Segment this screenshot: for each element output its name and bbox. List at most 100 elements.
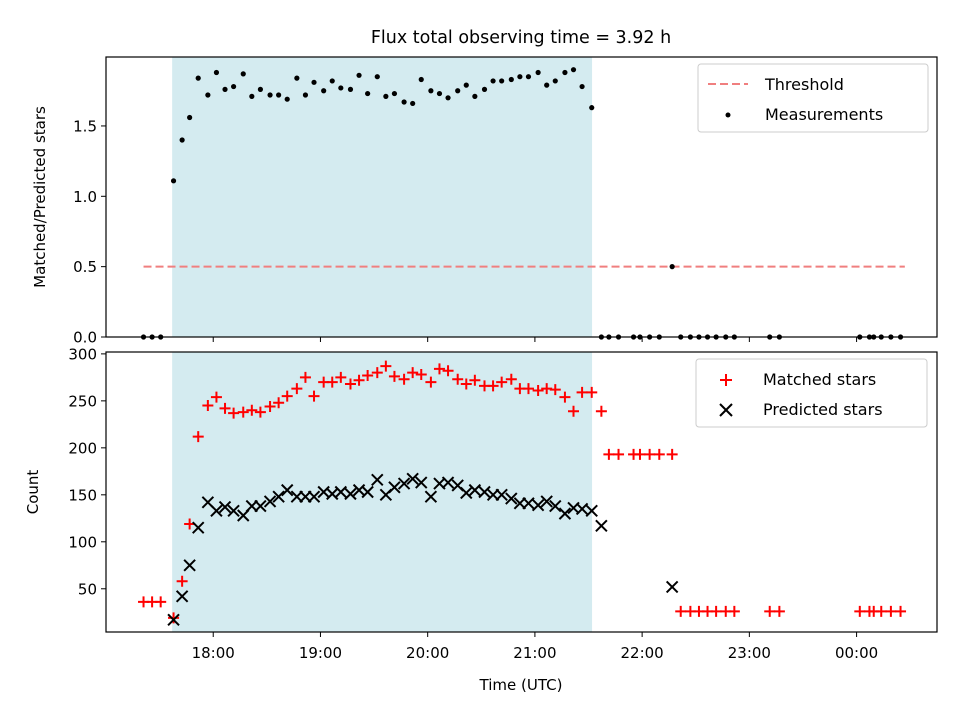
matched-star-point — [281, 390, 293, 402]
matched-star-point — [728, 605, 740, 617]
top-y-tick-label: 0.5 — [73, 258, 97, 276]
predicted-star-point — [495, 488, 508, 502]
predicted-star-point — [665, 580, 679, 594]
matched-star-point — [487, 380, 499, 392]
matched-star-point — [875, 605, 887, 617]
top-legend: Threshold Measurements — [697, 63, 929, 133]
measurement-point — [240, 71, 246, 77]
predicted-star-point — [558, 507, 572, 520]
top-y-tick-label: 1.0 — [73, 188, 97, 206]
predicted-star-point — [549, 499, 562, 513]
predicted-star-point — [595, 519, 608, 533]
matched-star-point — [388, 370, 400, 382]
matched-star-point — [192, 431, 204, 443]
matched-star-point — [452, 373, 464, 385]
matched-star-point — [576, 386, 588, 398]
measurement-point — [257, 86, 264, 92]
predicted-star-point — [397, 477, 411, 490]
matched-star-point — [764, 605, 776, 617]
measurement-point — [170, 178, 177, 184]
predicted-star-point — [388, 481, 401, 494]
predicted-star-point — [307, 490, 321, 503]
measurement-point — [508, 76, 514, 83]
measurement-point — [205, 92, 211, 98]
measurement-point — [499, 78, 505, 84]
measurement-point — [222, 86, 228, 92]
predicted-star-point — [540, 495, 553, 508]
measurement-point — [455, 88, 461, 94]
bottom-y-tick-label: 100 — [68, 533, 97, 551]
matched-star-point — [344, 378, 356, 390]
matched-stars-legend-label: Matched stars — [763, 370, 876, 389]
predicted-star-point — [361, 485, 374, 499]
x-tick-label: 23:00 — [728, 644, 771, 662]
matched-star-point — [595, 405, 607, 417]
matched-star-point — [549, 384, 561, 396]
matched-star-point — [613, 448, 625, 460]
matched-star-point — [237, 406, 249, 418]
predicted-star-point — [175, 590, 189, 603]
top-axes-frame — [105, 56, 938, 338]
matched-star-point — [634, 448, 646, 460]
matched-star-point — [326, 376, 338, 388]
matched-star-point — [407, 367, 419, 379]
predicted-star-point — [424, 490, 438, 503]
measurements-legend-label: Measurements — [765, 105, 883, 124]
matched-star-point — [176, 575, 188, 587]
bottom-y-tick-label: 300 — [68, 345, 97, 363]
x-axis-label: Time (UTC) — [479, 676, 563, 694]
measurement-point — [589, 105, 595, 111]
matched-star-point — [299, 371, 311, 383]
predicted-star-point — [522, 497, 535, 510]
measurement-point — [391, 90, 398, 97]
matched-star-point — [675, 605, 687, 617]
predicted-stars-legend-label: Predicted stars — [763, 400, 883, 419]
matched-stars-points — [138, 360, 907, 624]
predicted-star-point — [441, 476, 455, 489]
predicted-star-point — [468, 483, 482, 497]
measurement-point — [302, 92, 309, 98]
x-tick-label: 18:00 — [192, 644, 235, 662]
matched-star-point — [254, 406, 266, 418]
chart-title: Flux total observing time = 3.92 h — [371, 28, 671, 48]
matched-star-point — [433, 363, 445, 375]
measurement-point — [383, 93, 389, 99]
predicted-star-point — [371, 473, 384, 486]
matched-star-point — [496, 376, 508, 388]
predicted-star-point — [460, 486, 473, 500]
measurement-point — [525, 74, 532, 80]
measurement-point — [535, 69, 541, 76]
measurement-point — [570, 67, 577, 73]
matched-star-point — [264, 400, 276, 412]
measurement-point — [669, 264, 675, 270]
matched-star-point — [644, 448, 656, 460]
matched-star-point — [210, 391, 222, 403]
top-y-ticks: 0.0 0.5 1.0 1.5 — [73, 117, 106, 347]
matched-star-point — [603, 448, 615, 460]
bottom-y-ticks: 50 100 150 200 250 300 — [68, 345, 106, 598]
matched-star-point — [362, 369, 374, 381]
measurement-point — [445, 95, 451, 101]
predicted-star-point — [218, 500, 232, 514]
matched-star-point — [653, 448, 665, 460]
x-tick-label: 21:00 — [513, 644, 556, 662]
matched-star-point — [353, 374, 365, 386]
top-y-tick-label: 1.5 — [73, 117, 97, 135]
predicted-star-point — [334, 485, 348, 499]
matched-star-point — [273, 397, 285, 409]
predicted-star-point — [505, 492, 518, 505]
predicted-star-point — [281, 483, 294, 497]
bottom-legend: Matched stars Predicted stars — [695, 358, 928, 428]
matched-star-point — [666, 448, 678, 460]
measurement-point — [249, 93, 255, 99]
matched-star-point — [460, 378, 472, 390]
predicted-star-point — [478, 485, 491, 499]
matched-star-point — [854, 605, 866, 617]
matched-star-point — [505, 373, 517, 385]
measurement-point — [463, 82, 469, 88]
top-x-ticks — [212, 337, 858, 342]
measurement-point — [374, 74, 380, 80]
measurement-point — [213, 69, 220, 76]
matched-star-point — [522, 383, 534, 395]
bottom-y-tick-label: 150 — [68, 486, 97, 504]
